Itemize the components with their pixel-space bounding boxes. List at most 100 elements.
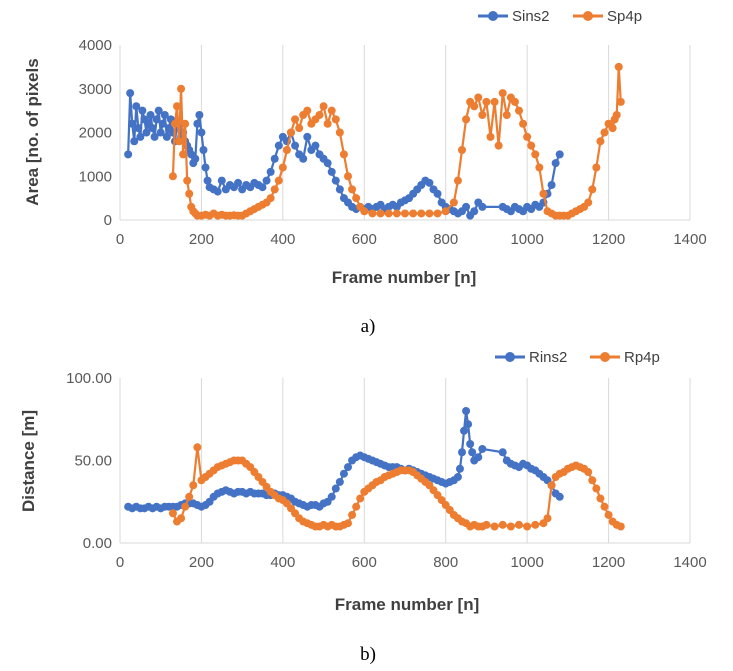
distance-chart-legend-rins2-label: Rins2 — [529, 349, 567, 366]
area-chart-sins2-point — [425, 178, 434, 187]
distance-chart-rp4p-point — [189, 481, 198, 490]
area-chart-sins2-point — [193, 119, 202, 128]
area-chart-sp4p-point — [458, 146, 466, 154]
distance-chart-rp4p-point — [523, 522, 532, 531]
area-chart-sins2-point — [462, 202, 471, 211]
area-chart-sins2-point — [128, 119, 137, 128]
area-chart-x-tick-label: 1200 — [592, 231, 625, 248]
distance-chart-y-axis-title: Distance [m] — [19, 410, 38, 512]
area-chart-sp4p-point — [539, 189, 548, 198]
distance-chart-rins2-point — [478, 444, 487, 453]
area-chart-legend-sins2-label: Sins2 — [512, 8, 550, 25]
area-chart-sins2-point — [547, 181, 556, 189]
area-chart-x-tick-label: 1400 — [673, 231, 706, 248]
distance-chart-legend-rp4p-swatch-marker — [600, 352, 610, 362]
distance-chart-rp4p-point — [600, 502, 609, 511]
area-chart-sins2-point — [132, 102, 141, 111]
area-chart-x-tick-label: 400 — [270, 231, 295, 248]
distance-chart-y-tick-label: 100.00 — [66, 370, 112, 387]
area-chart-sp4p-point — [608, 124, 617, 133]
area-chart-gridlines — [119, 45, 691, 221]
distance-chart-rp4p-point — [547, 481, 556, 490]
area-chart-sins2-point — [197, 128, 206, 137]
area-chart-sins2-point — [152, 115, 161, 124]
area-chart-sp4p-point — [177, 84, 186, 93]
area-chart-sins2-point — [203, 176, 212, 185]
area-chart-sp4p-point — [282, 146, 291, 154]
area-chart-sp4p-point — [327, 106, 336, 115]
distance-chart-rins2-point — [462, 407, 471, 415]
distance-chart-rp4p-point — [543, 514, 552, 523]
distance-chart-rins2-point — [555, 492, 564, 501]
distance-chart-x-tick-label: 1400 — [673, 554, 706, 571]
area-chart-sp4p-point — [592, 163, 601, 172]
distance-chart-rp4p-point — [531, 520, 540, 529]
area-chart-sins2-point — [136, 132, 145, 141]
distance-chart-rins2-point — [468, 448, 477, 457]
area-chart-sp4p-point — [401, 209, 409, 218]
area-chart-x-tick-label: 0 — [116, 231, 124, 248]
area-chart-sins2-point — [191, 154, 200, 163]
distance-chart-rp4p-point — [352, 502, 361, 511]
distance-chart-rins2-point — [327, 492, 336, 501]
distance-chart-series — [124, 407, 625, 531]
distance-chart-legend-rins2-swatch-marker — [505, 352, 515, 362]
area-chart-sp4p-point — [331, 115, 340, 124]
distance-chart-rp4p-point — [181, 502, 190, 511]
area-chart-legend: Sins2 Sp4p — [478, 8, 642, 25]
area-chart-sins2-point — [142, 128, 151, 137]
area-chart-sp4p-point — [303, 106, 312, 115]
area-chart-y-axis-title: Area [no. of pixels — [23, 58, 42, 205]
distance-chart-y-tick-label: 0.00 — [83, 535, 112, 552]
distance-chart-rp4p-point — [584, 468, 593, 477]
area-chart-sp4p-point — [502, 111, 511, 119]
area-chart-sp4p-point — [490, 97, 499, 106]
distance-chart-rp4p-point — [177, 514, 186, 523]
area-chart-sp4p-point — [335, 128, 344, 137]
area-chart-panel-label: a) — [361, 316, 376, 337]
area-chart-sp4p-point — [323, 119, 332, 128]
distance-chart-rins2-point — [331, 484, 340, 493]
area-chart-sins2-point — [274, 141, 283, 150]
area-chart-sp4p-point — [348, 185, 357, 194]
distance-chart-tick-labels: 0 200 400 600 800 1000 1200 1400 0.00 50.00 100.00 — [66, 370, 707, 571]
area-chart-sp4p-point — [315, 111, 324, 119]
distance-chart-rp4p-point — [616, 522, 625, 531]
distance-chart-x-tick-label: 200 — [189, 554, 214, 571]
area-chart-sp4p-point — [616, 97, 625, 106]
area-chart-sp4p-point — [510, 97, 519, 106]
area-chart-sp4p-point — [179, 150, 188, 159]
area-chart-x-tick-label: 600 — [352, 231, 377, 248]
area-chart-sp4p-point — [482, 97, 491, 106]
distance-chart-rins2-point — [466, 440, 475, 448]
distance-chart-rp4p-point — [596, 494, 605, 503]
area-chart-y-tick-label: 2000 — [79, 125, 112, 142]
distance-chart-rp4p-point — [604, 510, 613, 519]
distance-chart-x-tick-label: 400 — [270, 554, 295, 571]
area-chart-sp4p-point — [600, 128, 609, 137]
area-chart-sp4p-point — [527, 141, 536, 150]
area-chart-sp4p-point — [360, 207, 369, 216]
area-chart-sins2-point — [213, 187, 222, 196]
area-chart-sins2-point — [270, 154, 279, 163]
area-chart-sp4p-point — [531, 150, 540, 159]
area-chart-panel: 0 200 400 600 800 1000 1200 1400 0 1000 2000 3000 40… — [23, 8, 707, 337]
area-chart-sins2-point — [195, 111, 204, 119]
area-chart-sins2-point — [335, 185, 344, 194]
distance-chart-rins2-point — [460, 426, 469, 435]
distance-chart-legend-rp4p-label: Rp4p — [624, 349, 660, 366]
distance-chart-rins2-point — [344, 463, 352, 472]
area-chart-tick-labels: 0 200 400 600 800 1000 1200 1400 0 1000 2000 3000 40… — [79, 37, 707, 248]
area-chart-sins2-point — [199, 146, 208, 154]
area-chart-sins2-point — [299, 154, 308, 163]
area-chart-sp4p-point — [478, 111, 487, 119]
area-chart-x-tick-label: 200 — [189, 231, 214, 248]
area-chart-sins2-point — [146, 111, 155, 119]
distance-chart-rp4p-point — [592, 484, 601, 493]
distance-chart-rp4p-point — [356, 494, 365, 503]
distance-chart-rins2-point — [335, 477, 344, 486]
distance-chart-y-tick-label: 50.00 — [74, 453, 112, 470]
distance-chart-rp4p-point — [185, 492, 194, 501]
area-chart-sins2-point — [150, 132, 159, 141]
